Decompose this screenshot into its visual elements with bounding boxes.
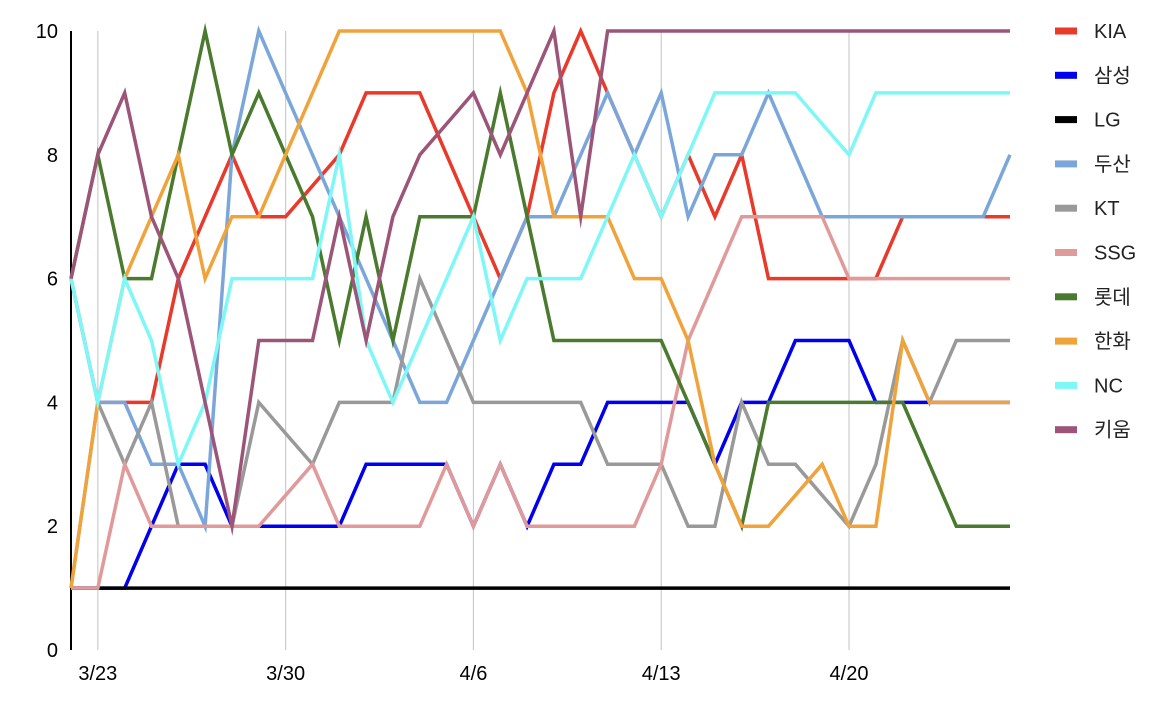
legend-swatch (1055, 293, 1077, 301)
legend-item: KIA (1055, 21, 1127, 43)
legend-item: SSG (1055, 243, 1136, 265)
y-tick-label: 4 (47, 392, 58, 414)
x-tick-label: 4/13 (642, 663, 681, 685)
y-tick-label: 0 (47, 640, 58, 662)
legend-swatch (1055, 381, 1077, 389)
legend-label: 한화 (1094, 330, 1131, 353)
legend-swatch (1055, 249, 1077, 256)
x-tick-label: 3/23 (78, 663, 117, 685)
series-line-5 (71, 214, 1010, 590)
legend-label: LG (1094, 110, 1121, 132)
series-line-1 (71, 338, 1010, 590)
legend-item: 한화 (1055, 330, 1131, 353)
y-tick-label: 6 (47, 269, 58, 291)
legend-swatch (1055, 337, 1077, 345)
series-lines (69, 22, 1012, 590)
x-tick-label: 4/6 (460, 663, 488, 685)
legend-label: KIA (1094, 21, 1127, 43)
y-tick-labels: 0 2 4 6 8 10 (36, 21, 58, 662)
series-line-8 (69, 91, 1010, 470)
legend-label: 두산 (1094, 153, 1131, 176)
legend-label: 롯데 (1094, 286, 1131, 309)
legend-swatch (1055, 426, 1077, 434)
x-tick-label: 4/20 (830, 663, 869, 685)
y-tick-label: 10 (36, 21, 58, 43)
legend-swatch (1055, 116, 1077, 124)
legend-item: 삼성 (1055, 64, 1131, 87)
legend-item: 두산 (1055, 153, 1131, 176)
x-tick-label: 3/30 (266, 663, 305, 685)
legend-label: 삼성 (1094, 64, 1131, 87)
legend-label: 키움 (1094, 419, 1131, 442)
legend-label: NC (1094, 375, 1123, 397)
legend-item: NC (1055, 375, 1123, 397)
legend-item: 키움 (1055, 419, 1131, 442)
legend-swatch (1055, 204, 1077, 212)
series-line-9 (69, 24, 1010, 537)
legend-item: KT (1055, 198, 1120, 220)
x-tick-labels: 3/23 3/30 4/6 4/13 4/20 (78, 663, 868, 685)
series-line-3 (69, 25, 1012, 534)
legend-item: LG (1055, 110, 1121, 132)
legend-swatch (1055, 71, 1077, 79)
legend-swatch (1055, 27, 1077, 35)
y-tick-label: 2 (47, 516, 58, 538)
legend-item: 롯데 (1055, 286, 1131, 309)
legend-label: SSG (1094, 243, 1136, 265)
y-tick-label: 8 (47, 145, 58, 167)
legend-label: KT (1094, 198, 1120, 220)
legend-swatch (1055, 160, 1077, 168)
series-line-7 (69, 29, 1010, 589)
